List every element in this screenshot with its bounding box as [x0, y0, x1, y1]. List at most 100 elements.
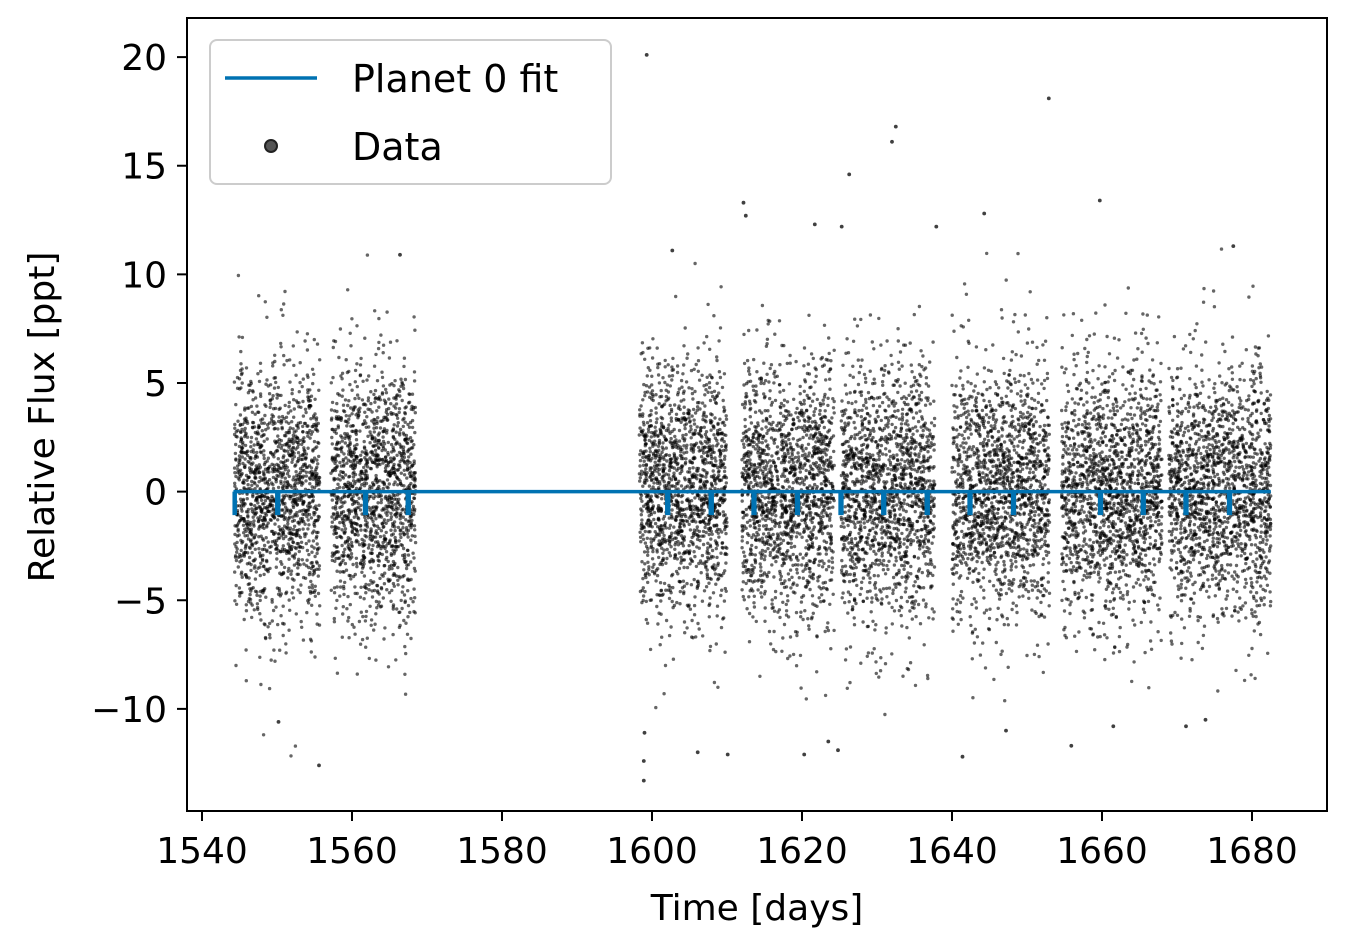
data-point — [669, 625, 673, 629]
data-point — [779, 499, 783, 503]
data-point — [374, 506, 378, 510]
data-point — [824, 442, 828, 447]
data-point — [266, 569, 270, 574]
data-point — [342, 452, 346, 456]
data-point — [668, 535, 672, 539]
data-point — [348, 548, 353, 552]
data-point — [245, 435, 250, 439]
data-point — [351, 484, 355, 489]
data-point — [264, 428, 268, 432]
data-point — [240, 570, 244, 574]
data-point — [311, 495, 315, 499]
data-point — [679, 465, 683, 469]
data-point — [403, 559, 407, 564]
data-point — [693, 411, 698, 415]
data-point — [394, 406, 398, 410]
data-point — [649, 494, 653, 498]
data-point — [301, 502, 305, 507]
data-point — [646, 455, 651, 460]
data-point — [648, 395, 652, 399]
data-point — [699, 479, 703, 483]
data-point — [713, 416, 717, 420]
data-point — [715, 515, 719, 519]
data-point — [648, 446, 652, 450]
data-point — [405, 632, 410, 636]
data-point — [373, 457, 377, 462]
data-point — [341, 403, 346, 407]
data-point — [279, 614, 283, 618]
data-point — [256, 607, 260, 612]
data-point — [347, 369, 351, 374]
data-point — [283, 480, 287, 484]
data-point — [677, 566, 682, 571]
data-point — [381, 444, 385, 448]
data-point — [310, 583, 314, 587]
data-point — [236, 513, 240, 517]
data-point — [384, 557, 388, 562]
data-point — [305, 548, 310, 553]
data-point — [412, 459, 416, 463]
data-point — [673, 553, 677, 557]
data-point — [677, 428, 682, 433]
data-point — [360, 483, 364, 487]
data-point — [398, 394, 402, 398]
data-point — [372, 524, 377, 528]
data-point — [376, 555, 380, 559]
data-point — [346, 594, 350, 599]
data-point — [823, 693, 828, 698]
data-point — [239, 548, 243, 553]
data-point — [381, 596, 385, 600]
data-point — [388, 504, 392, 508]
data-point — [409, 560, 413, 564]
data-point — [666, 363, 670, 367]
data-point — [403, 644, 407, 649]
data-point — [800, 443, 804, 448]
data-point — [658, 562, 662, 567]
data-point — [344, 414, 348, 418]
data-point — [712, 424, 716, 429]
data-point — [773, 398, 778, 403]
data-point — [648, 475, 652, 479]
data-point — [374, 517, 378, 521]
data-point — [661, 478, 665, 482]
data-point — [710, 532, 714, 536]
data-point — [714, 546, 718, 551]
data-point — [646, 346, 650, 350]
data-point — [671, 572, 675, 577]
data-point — [363, 534, 367, 538]
data-point — [692, 444, 696, 448]
data-point — [742, 442, 746, 446]
data-point — [294, 470, 298, 474]
data-point — [651, 538, 656, 542]
data-point — [712, 524, 717, 528]
data-point — [405, 563, 409, 567]
data-point — [343, 580, 347, 585]
data-point — [373, 444, 377, 448]
data-point — [366, 516, 370, 520]
data-point — [679, 484, 684, 488]
data-point — [369, 618, 374, 622]
data-point — [237, 586, 242, 590]
data-point — [379, 498, 384, 502]
data-point — [252, 519, 256, 523]
data-point — [265, 437, 269, 441]
data-point — [797, 576, 801, 580]
data-point — [407, 392, 411, 396]
data-point — [698, 473, 702, 477]
data-point — [801, 502, 805, 506]
data-point — [380, 375, 385, 380]
data-point — [381, 351, 385, 355]
data-point — [830, 416, 834, 420]
data-point — [248, 546, 252, 550]
data-point — [725, 546, 729, 550]
data-point — [371, 543, 375, 548]
data-point — [690, 511, 694, 515]
data-point — [828, 512, 833, 516]
data-point — [338, 327, 343, 331]
data-point — [235, 375, 240, 380]
data-point — [330, 442, 334, 446]
data-point — [346, 554, 350, 558]
data-point — [235, 524, 239, 528]
data-point — [291, 540, 295, 544]
data-point — [386, 440, 390, 445]
